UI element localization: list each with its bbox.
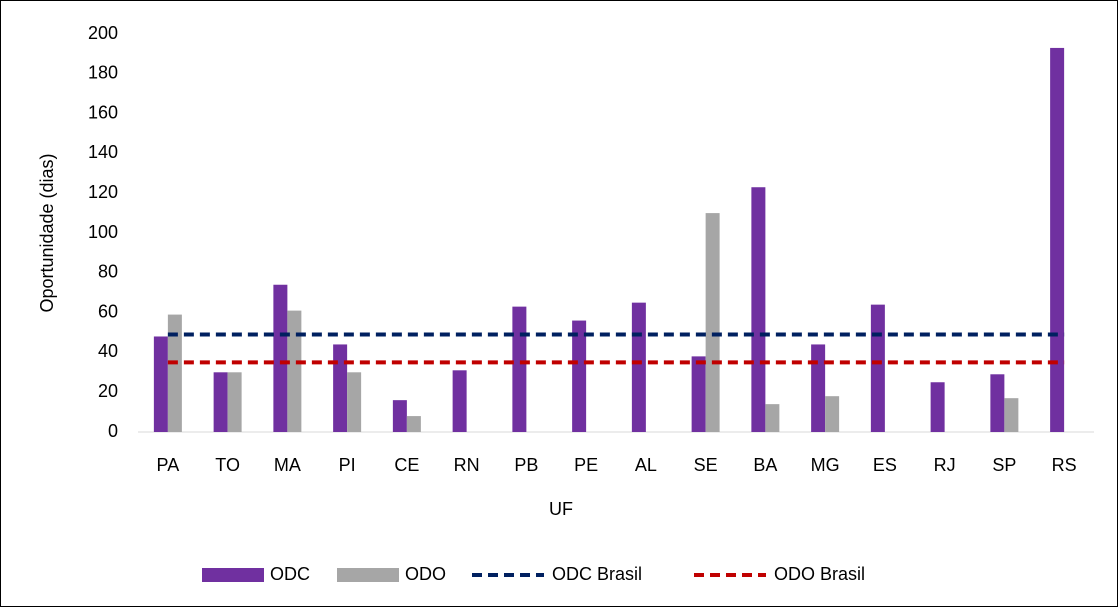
x-tick-label: CE [394,455,419,475]
bar [691,356,706,432]
bar [631,302,646,432]
legend-label: ODC [270,564,310,584]
legend-label: ODO [405,564,446,584]
y-tick-label: 120 [88,182,118,202]
bar [705,213,720,432]
bar [765,404,780,432]
y-tick-label: 140 [88,142,118,162]
x-tick-label: PI [339,455,356,475]
bar [990,374,1005,432]
y-axis-title: Oportunidade (dias) [37,153,57,312]
legend-swatch [337,568,399,582]
bar [273,284,288,432]
x-tick-label: RJ [934,455,956,475]
x-tick-label: PE [574,455,598,475]
y-tick-label: 0 [108,421,118,441]
x-tick-label: MA [274,455,301,475]
y-tick-label: 160 [88,102,118,122]
bar [870,304,885,432]
x-tick-label: PA [157,455,180,475]
bar [452,370,467,432]
legend-label: ODC Brasil [552,564,642,584]
y-tick-label: 40 [98,341,118,361]
x-tick-label: TO [215,455,240,475]
y-tick-label: 100 [88,222,118,242]
x-axis-title: UF [549,499,573,519]
y-tick-label: 200 [88,23,118,43]
x-tick-label: RN [454,455,480,475]
bar [572,320,587,432]
bar [406,416,421,432]
x-tick-label: MG [811,455,840,475]
y-tick-label: 180 [88,63,118,83]
x-tick-label: SP [992,455,1016,475]
bar [167,314,182,432]
legend-label: ODO Brasil [774,564,865,584]
bar [213,372,228,432]
x-tick-label: BA [753,455,777,475]
x-tick-label: PB [514,455,538,475]
bar [227,372,242,432]
y-tick-label: 80 [98,262,118,282]
bar [287,310,302,432]
x-tick-label: RS [1052,455,1077,475]
bar [930,382,945,432]
bar [1004,398,1019,432]
legend-swatch [202,568,264,582]
bar [1050,47,1065,433]
x-tick-label: ES [873,455,897,475]
x-tick-label: SE [694,455,718,475]
y-tick-label: 60 [98,301,118,321]
bar [825,396,840,432]
bar [512,306,527,432]
bar [347,372,362,432]
bar [153,336,168,432]
x-tick-label: AL [635,455,657,475]
bar [811,344,826,432]
bar [333,344,348,432]
y-tick-label: 20 [98,381,118,401]
bar [392,400,407,432]
bar [751,187,766,432]
